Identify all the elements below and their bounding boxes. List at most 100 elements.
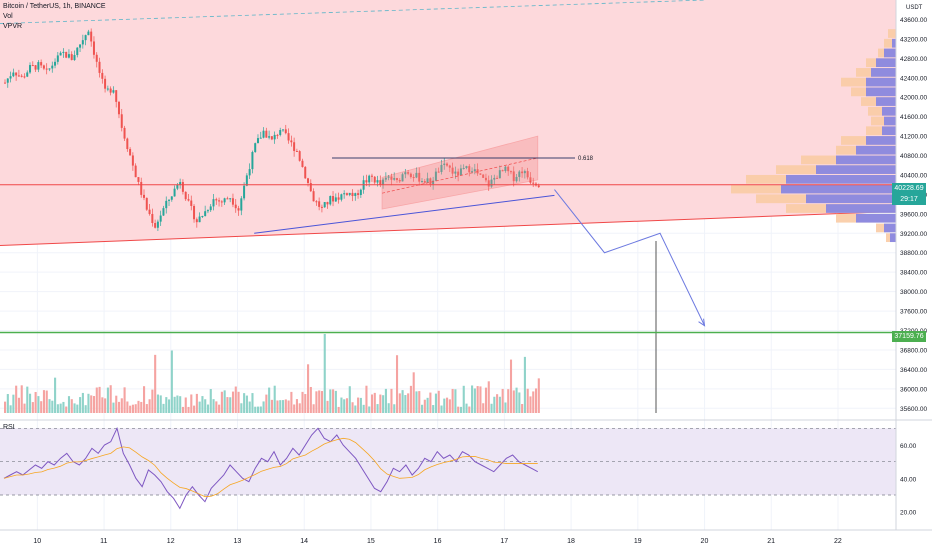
candle-body (434, 171, 437, 181)
candle-body (51, 65, 54, 69)
candle-body (212, 199, 215, 207)
volume-bar (487, 381, 490, 413)
day-tick-label: 16 (434, 538, 442, 545)
volume-bar (51, 400, 54, 413)
volume-bar (432, 405, 435, 413)
candle-body (104, 78, 107, 89)
volume-bar (237, 391, 240, 413)
volume-bar (215, 401, 218, 413)
candle-body (131, 155, 134, 166)
candle-body (251, 152, 254, 170)
candle-body (493, 177, 496, 180)
vpvr-bar-up (826, 204, 896, 213)
volume-bar (404, 395, 407, 413)
drawing-annotations[interactable] (0, 0, 896, 413)
candle-body (518, 171, 521, 177)
price-tick-label: 39200.00 (900, 231, 927, 238)
candle-body (509, 171, 512, 173)
volume-bar (256, 406, 260, 413)
volume-bar (34, 392, 37, 413)
vpvr-bar-total (871, 116, 896, 126)
candle-body (156, 221, 159, 228)
volume-legend[interactable]: Vol (3, 13, 13, 20)
volume-bar (109, 385, 112, 413)
candle-body (254, 143, 257, 153)
volume-bar (90, 395, 93, 413)
candle-body (276, 134, 279, 136)
candle-body (451, 167, 454, 174)
candle-body (490, 179, 493, 187)
candle-body (59, 52, 62, 56)
volume-bar (343, 399, 346, 413)
day-tick-label: 13 (234, 538, 242, 545)
candle-body (98, 61, 101, 73)
volume-bar (81, 392, 84, 413)
volume-bar (421, 404, 424, 413)
price-axis[interactable]: 35600.0036000.0036400.0036800.0037200.00… (895, 0, 927, 530)
candle-body (479, 173, 482, 175)
volume-bar (537, 378, 540, 413)
volume-bar (106, 387, 109, 413)
volume-bar (115, 395, 118, 413)
volume-bar (476, 386, 479, 413)
time-axis[interactable]: 10 11 12 13 14 15 16 17 18 19 20 21 22 (0, 529, 932, 545)
candle-body (12, 72, 15, 77)
volume-bar (173, 396, 176, 413)
volume-bar (45, 390, 48, 413)
volume-bar (62, 401, 65, 413)
target-price-tag: 37159.76 (892, 331, 926, 342)
volume-bar (345, 398, 349, 413)
vpvr-legend[interactable]: VPVR (3, 23, 23, 30)
candle-body (26, 72, 29, 77)
candle-body (65, 51, 68, 58)
volume-bar (40, 401, 43, 413)
volume-bar (101, 397, 104, 413)
candle-body (231, 198, 234, 205)
last-price-tag: 40228.69 (892, 183, 926, 194)
volume-bar (287, 400, 290, 413)
volume-bar (323, 333, 326, 413)
candle-body (454, 171, 457, 174)
volume-bar (521, 404, 524, 413)
volume-bar (379, 394, 382, 413)
candle-body (295, 150, 298, 152)
price-tick-label: 37600.00 (900, 309, 927, 316)
volume-bar (248, 401, 251, 413)
volume-bar (265, 394, 268, 413)
day-tick-label: 10 (33, 538, 41, 545)
candle-body (209, 206, 212, 211)
candle-body (432, 180, 435, 185)
vpvr-bar-up (806, 194, 896, 204)
candle-body (34, 65, 37, 70)
support-trendline (254, 194, 555, 234)
volume-bar (92, 396, 96, 413)
price-tick-label: 43600.00 (900, 17, 927, 24)
candle-body (343, 193, 346, 195)
volume-bar (148, 399, 151, 413)
vpvr-bar-up (781, 184, 896, 194)
volume-bar (395, 355, 399, 413)
symbol-legend[interactable]: Bitcoin / TetherUS, 1h, BINANCE (3, 3, 106, 10)
candle-body (76, 47, 79, 56)
volume-bar (337, 406, 340, 413)
volume-bar (151, 389, 154, 413)
candle-body (446, 163, 449, 166)
volume-bar (218, 404, 221, 413)
candle-body (95, 54, 98, 62)
volume-bar (87, 393, 90, 413)
candle-body (176, 184, 179, 189)
candle-body (229, 198, 232, 200)
volume-bar (498, 396, 501, 413)
candle-body (73, 55, 76, 61)
volume-bar (184, 397, 187, 413)
volume-bar (398, 393, 401, 413)
volume-bar (56, 404, 59, 413)
rsi-legend[interactable]: RSI (3, 424, 15, 431)
volume-bar (112, 402, 115, 413)
pattern-zone (0, 0, 897, 246)
candle-body (259, 137, 262, 139)
volume-bar (298, 403, 301, 413)
volume-bar (179, 396, 182, 413)
price-tick-label: 38800.00 (900, 250, 927, 257)
